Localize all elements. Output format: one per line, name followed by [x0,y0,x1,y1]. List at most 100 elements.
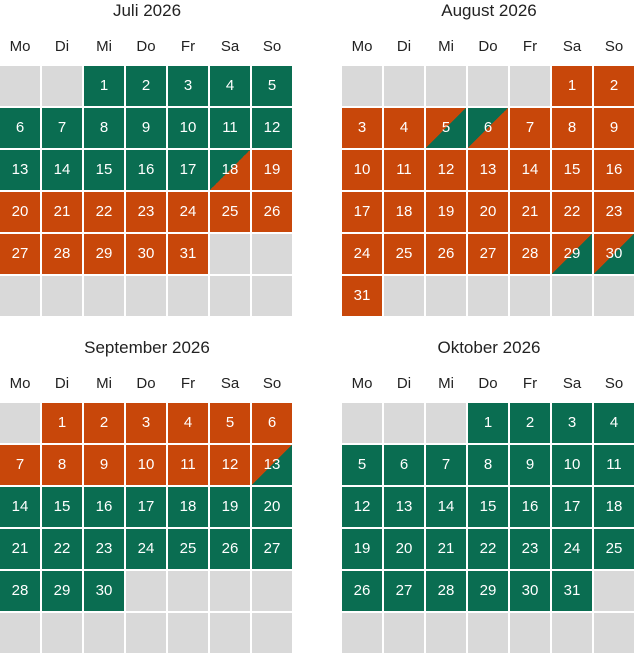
day-cell[interactable]: 11 [210,108,250,148]
day-cell[interactable]: 4 [384,108,424,148]
day-cell[interactable]: 14 [42,150,82,190]
day-cell[interactable]: 21 [426,529,466,569]
day-cell[interactable]: 6 [252,403,292,443]
day-cell[interactable]: 5 [426,108,466,148]
day-cell[interactable]: 14 [510,150,550,190]
day-cell[interactable]: 11 [384,150,424,190]
day-cell[interactable]: 13 [384,487,424,527]
day-cell[interactable]: 4 [210,66,250,106]
day-cell[interactable]: 24 [126,529,166,569]
day-cell[interactable]: 29 [552,234,592,274]
day-cell[interactable]: 17 [126,487,166,527]
day-cell[interactable]: 26 [342,571,382,611]
day-cell[interactable]: 9 [510,445,550,485]
day-cell[interactable]: 1 [468,403,508,443]
day-cell[interactable]: 12 [426,150,466,190]
day-cell[interactable]: 26 [252,192,292,232]
day-cell[interactable]: 19 [210,487,250,527]
day-cell[interactable]: 20 [0,192,40,232]
day-cell[interactable]: 9 [594,108,634,148]
day-cell[interactable]: 28 [0,571,40,611]
day-cell[interactable]: 9 [126,108,166,148]
day-cell[interactable]: 25 [384,234,424,274]
day-cell[interactable]: 20 [252,487,292,527]
day-cell[interactable]: 1 [42,403,82,443]
day-cell[interactable]: 25 [210,192,250,232]
day-cell[interactable]: 27 [384,571,424,611]
day-cell[interactable]: 16 [594,150,634,190]
day-cell[interactable]: 2 [126,66,166,106]
day-cell[interactable]: 18 [384,192,424,232]
day-cell[interactable]: 15 [84,150,124,190]
day-cell[interactable]: 7 [426,445,466,485]
day-cell[interactable]: 21 [0,529,40,569]
day-cell[interactable]: 26 [426,234,466,274]
day-cell[interactable]: 16 [84,487,124,527]
day-cell[interactable]: 8 [468,445,508,485]
day-cell[interactable]: 24 [552,529,592,569]
day-cell[interactable]: 29 [84,234,124,274]
day-cell[interactable]: 16 [510,487,550,527]
day-cell[interactable]: 5 [342,445,382,485]
day-cell[interactable]: 14 [0,487,40,527]
day-cell[interactable]: 12 [252,108,292,148]
day-cell[interactable]: 3 [552,403,592,443]
day-cell[interactable]: 22 [42,529,82,569]
day-cell[interactable]: 24 [168,192,208,232]
day-cell[interactable]: 5 [210,403,250,443]
day-cell[interactable]: 31 [342,276,382,316]
day-cell[interactable]: 13 [468,150,508,190]
day-cell[interactable]: 15 [42,487,82,527]
day-cell[interactable]: 1 [84,66,124,106]
day-cell[interactable]: 3 [342,108,382,148]
day-cell[interactable]: 2 [84,403,124,443]
day-cell[interactable]: 4 [168,403,208,443]
day-cell[interactable]: 26 [210,529,250,569]
day-cell[interactable]: 30 [84,571,124,611]
day-cell[interactable]: 27 [468,234,508,274]
day-cell[interactable]: 6 [384,445,424,485]
day-cell[interactable]: 17 [342,192,382,232]
day-cell[interactable]: 30 [510,571,550,611]
day-cell[interactable]: 12 [210,445,250,485]
day-cell[interactable]: 25 [168,529,208,569]
day-cell[interactable]: 9 [84,445,124,485]
day-cell[interactable]: 8 [42,445,82,485]
day-cell[interactable]: 24 [342,234,382,274]
day-cell[interactable]: 27 [252,529,292,569]
day-cell[interactable]: 23 [126,192,166,232]
day-cell[interactable]: 11 [168,445,208,485]
day-cell[interactable]: 11 [594,445,634,485]
day-cell[interactable]: 30 [126,234,166,274]
day-cell[interactable]: 23 [510,529,550,569]
day-cell[interactable]: 7 [0,445,40,485]
day-cell[interactable]: 22 [468,529,508,569]
day-cell[interactable]: 12 [342,487,382,527]
day-cell[interactable]: 27 [0,234,40,274]
day-cell[interactable]: 18 [168,487,208,527]
day-cell[interactable]: 28 [426,571,466,611]
day-cell[interactable]: 28 [510,234,550,274]
day-cell[interactable]: 23 [594,192,634,232]
day-cell[interactable]: 16 [126,150,166,190]
day-cell[interactable]: 29 [468,571,508,611]
day-cell[interactable]: 7 [510,108,550,148]
day-cell[interactable]: 21 [42,192,82,232]
day-cell[interactable]: 2 [594,66,634,106]
day-cell[interactable]: 10 [168,108,208,148]
day-cell[interactable]: 20 [468,192,508,232]
day-cell[interactable]: 6 [468,108,508,148]
day-cell[interactable]: 31 [552,571,592,611]
day-cell[interactable]: 31 [168,234,208,274]
day-cell[interactable]: 7 [42,108,82,148]
day-cell[interactable]: 19 [426,192,466,232]
day-cell[interactable]: 18 [210,150,250,190]
day-cell[interactable]: 6 [0,108,40,148]
day-cell[interactable]: 19 [342,529,382,569]
day-cell[interactable]: 20 [384,529,424,569]
day-cell[interactable]: 21 [510,192,550,232]
day-cell[interactable]: 30 [594,234,634,274]
day-cell[interactable]: 29 [42,571,82,611]
day-cell[interactable]: 13 [252,445,292,485]
day-cell[interactable]: 10 [126,445,166,485]
